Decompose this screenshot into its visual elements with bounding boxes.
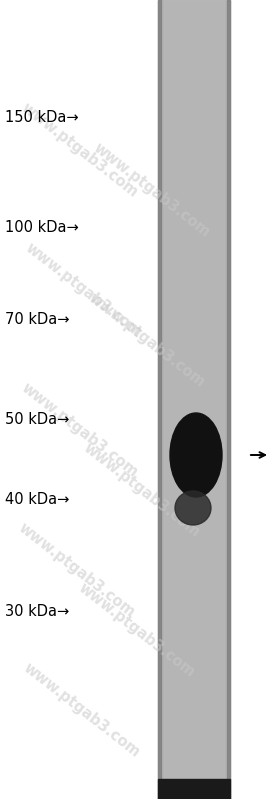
- Text: 50 kDa→: 50 kDa→: [5, 412, 69, 427]
- Text: www.ptgab3.com: www.ptgab3.com: [90, 140, 212, 240]
- Text: www.ptgab3.com: www.ptgab3.com: [75, 580, 197, 680]
- Text: 30 kDa→: 30 kDa→: [5, 605, 69, 619]
- Text: www.ptgab3.com: www.ptgab3.com: [85, 290, 207, 390]
- Text: www.ptgab3.com: www.ptgab3.com: [20, 660, 142, 760]
- Text: 100 kDa→: 100 kDa→: [5, 221, 79, 236]
- Bar: [158, 0, 161, 799]
- Ellipse shape: [170, 413, 222, 497]
- Text: www.ptgab3.com: www.ptgab3.com: [15, 520, 137, 620]
- Text: 40 kDa→: 40 kDa→: [5, 492, 69, 507]
- Bar: [158, 0, 230, 799]
- Bar: [164, 0, 224, 799]
- Ellipse shape: [175, 491, 211, 525]
- Bar: [158, 779, 230, 799]
- Text: www.ptgab3.com: www.ptgab3.com: [18, 380, 140, 480]
- Text: www.ptgab3.com: www.ptgab3.com: [22, 240, 144, 340]
- Text: 70 kDa→: 70 kDa→: [5, 312, 69, 328]
- Text: www.ptgab3.com: www.ptgab3.com: [80, 440, 202, 540]
- Text: www.ptgab3.com: www.ptgab3.com: [18, 100, 140, 200]
- Bar: [227, 0, 230, 799]
- Text: 150 kDa→: 150 kDa→: [5, 110, 79, 125]
